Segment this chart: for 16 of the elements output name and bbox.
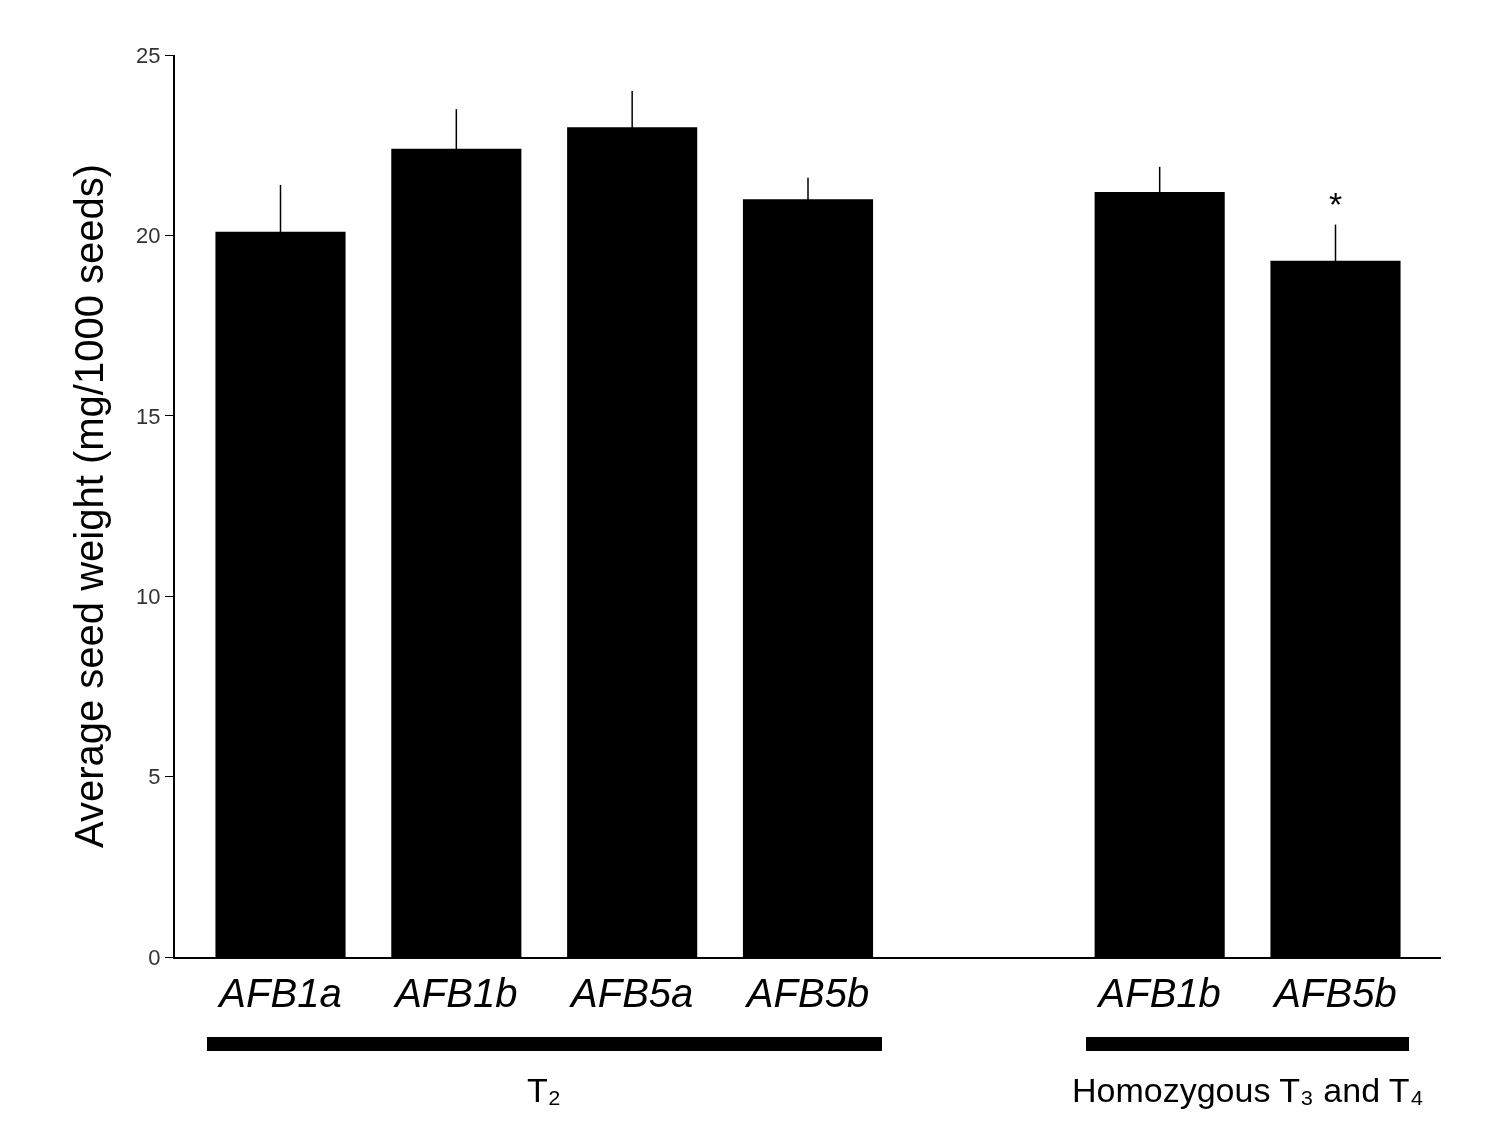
x-tick-label: AFB1b [1096, 971, 1221, 1015]
annotation: * [1329, 185, 1343, 223]
y-tick-label: 15 [136, 403, 161, 429]
y-tick-label: 25 [136, 42, 161, 68]
y-tick-label: 0 [148, 944, 161, 970]
x-tick-label: AFB5b [744, 971, 870, 1015]
text: T₂ [527, 1071, 561, 1109]
x-tick-label: AFB1a [217, 971, 342, 1015]
y-tick-label: 10 [136, 583, 161, 609]
y-tick-label: 5 [148, 764, 161, 790]
x-tick-label: AFB5b [1272, 971, 1397, 1015]
x-tick-label: AFB5a [569, 971, 694, 1015]
y-tick-label: 20 [136, 223, 161, 249]
text: Homozygous T₃ and T₄ [1072, 1071, 1424, 1109]
x-tick-label: AFB1b [393, 971, 518, 1015]
y-axis-title: Average seed weight (mg/1000 seeds) [67, 163, 112, 849]
